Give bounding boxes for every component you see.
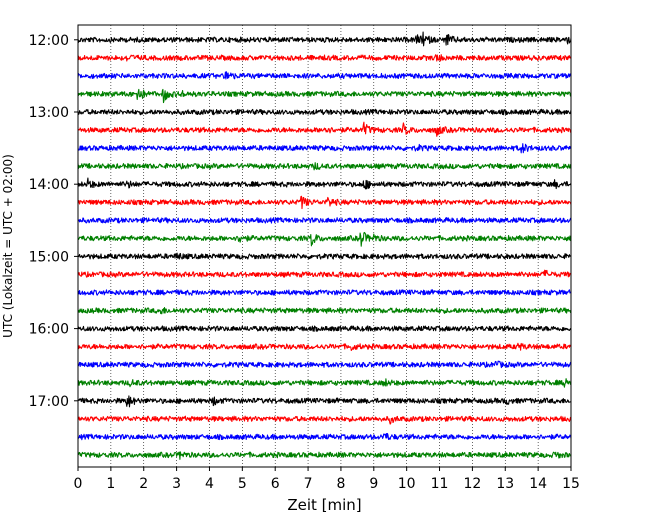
plot-frame [77,24,572,468]
trace-row [77,121,572,137]
x-axis-label: Zeit [min] [287,496,361,514]
y-tick-label: 14:00 [29,177,69,193]
trace-row [77,289,572,296]
trace-row [77,143,572,154]
x-tick-label: 7 [304,476,313,492]
x-tick-label: 6 [271,476,280,492]
y-tick-label: 16:00 [29,322,69,338]
trace-row [77,108,572,116]
trace-row [77,162,572,171]
x-tick-label: 5 [238,476,247,492]
trace-row [77,360,572,369]
x-tick-label: 10 [398,476,416,492]
trace-row [77,88,572,104]
x-tick-label: 13 [496,476,514,492]
trace-row [77,217,572,224]
x-tick-label: 15 [562,476,580,492]
trace-row [77,31,572,47]
y-axis-ticks: 12:00 13:00 14:00 15:00 16:00 17:00 [29,33,78,410]
x-axis-ticks: 0 1 2 3 4 5 6 7 8 9 10 11 12 13 14 15 [74,467,580,492]
y-tick-label: 17:00 [29,394,69,410]
trace-row [77,177,572,190]
trace-row [77,307,572,315]
y-tick-label: 13:00 [29,105,69,121]
x-tick-label: 11 [431,476,449,492]
y-tick-label: 15:00 [29,249,69,265]
trace-row [77,195,572,210]
x-tick-label: 9 [369,476,378,492]
trace-row [77,71,572,80]
trace-row [77,342,572,352]
trace-row [77,325,572,332]
trace-row [77,252,572,260]
y-axis-label: UTC (Lokalzeit = UTC + 02:00) [1,154,15,338]
x-tick-label: 8 [336,476,345,492]
x-tick-label: 1 [106,476,115,492]
seismic-traces [77,31,572,460]
x-tick-label: 14 [529,476,547,492]
x-tick-label: 12 [463,476,481,492]
trace-row [77,395,572,408]
y-tick-label: 12:00 [29,33,69,49]
trace-row [77,451,572,460]
x-tick-label: 2 [139,476,148,492]
trace-row [77,231,572,247]
trace-row [77,269,572,278]
x-tick-label: 4 [205,476,214,492]
trace-row [77,54,572,62]
x-tick-label: 0 [74,476,83,492]
trace-row [77,415,572,425]
x-tick-label: 3 [172,476,181,492]
trace-row [77,378,572,388]
trace-row [77,432,572,441]
